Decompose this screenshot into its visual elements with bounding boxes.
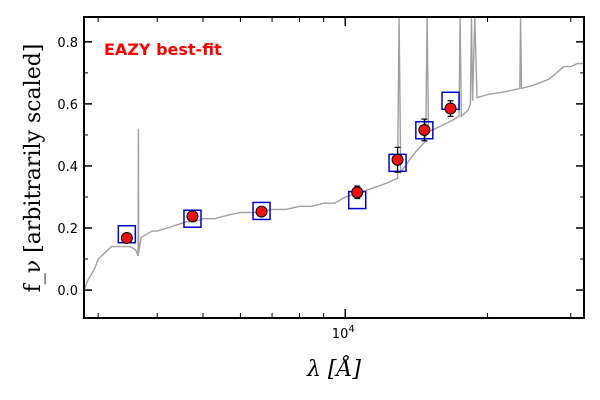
observed-point <box>120 231 133 244</box>
observed-point <box>391 153 404 166</box>
y-tick-label: 0.0 <box>57 284 78 299</box>
y-tick-label: 0.4 <box>57 160 78 175</box>
model-point <box>252 201 271 221</box>
plot-area <box>84 17 584 291</box>
y-tick-label: 0.2 <box>57 222 78 237</box>
x-tick-label: 104 <box>332 324 355 342</box>
observed-point <box>418 123 431 136</box>
annotation-label: EAZY best-fit <box>104 40 222 59</box>
observed-point <box>351 186 364 199</box>
model-point <box>183 209 202 228</box>
x-axis-label: λ [Å] <box>306 354 361 382</box>
axes: 0.0 0.2 0.4 0.6 0.8 <box>57 17 584 318</box>
y-tick-label: 0.6 <box>57 98 78 113</box>
observed-point <box>186 210 199 223</box>
y-axis-label: f_ν [arbitrarily scaled] <box>21 44 46 293</box>
y-tick-label: 0.8 <box>57 36 78 51</box>
x-tick-exponent: 4 <box>348 324 354 335</box>
x-tick-label-10000: 104 <box>332 324 355 342</box>
observed-point <box>444 102 457 115</box>
best-fit-template-line <box>84 17 584 291</box>
observed-point <box>255 205 268 218</box>
plot-frame <box>83 16 585 319</box>
